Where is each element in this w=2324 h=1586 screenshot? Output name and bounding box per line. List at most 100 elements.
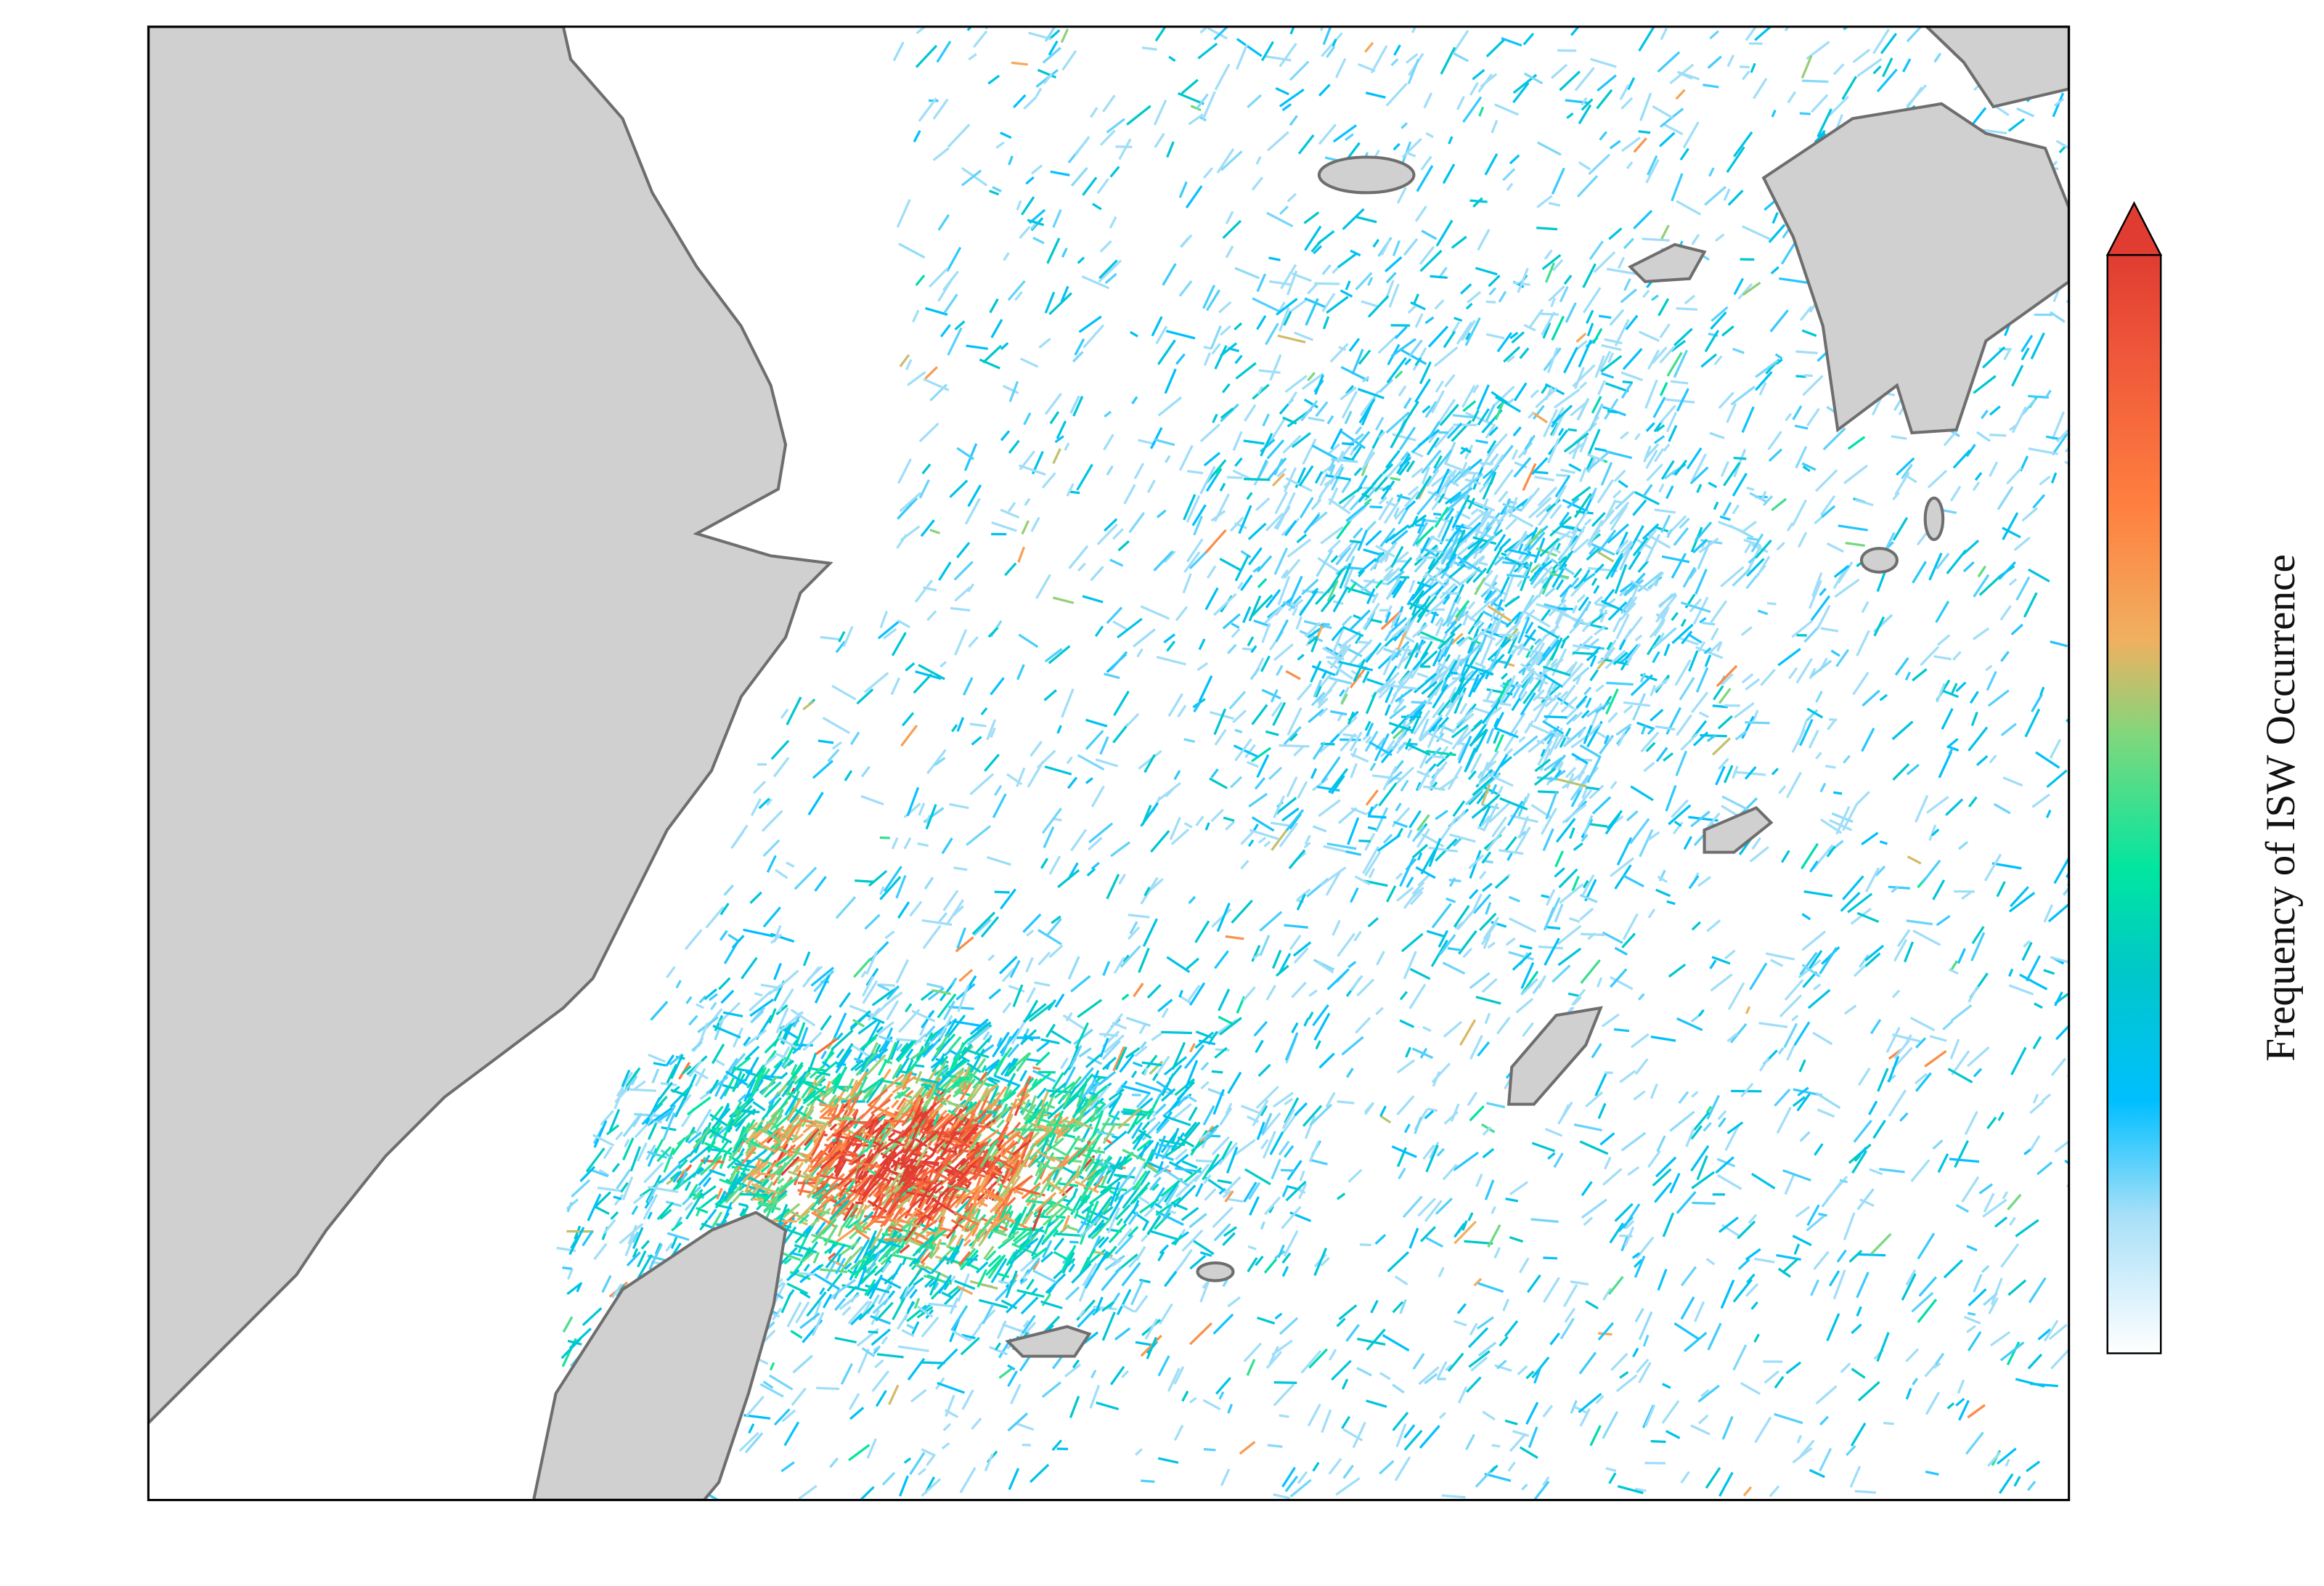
isw-streak: [1708, 481, 1718, 489]
isw-streak: [1375, 645, 1385, 656]
isw-streak: [992, 1031, 1010, 1058]
isw-streak: [1136, 1139, 1152, 1152]
isw-streak: [1885, 1027, 1901, 1053]
isw-streak: [1310, 691, 1326, 707]
isw-streak: [844, 770, 853, 781]
isw-streak: [1574, 67, 1595, 92]
isw-streak: [1857, 1068, 1871, 1086]
isw-streak: [1393, 507, 1400, 518]
isw-streak: [1701, 621, 1716, 626]
isw-streak: [1150, 427, 1163, 450]
isw-streak: [1469, 972, 1491, 990]
isw-streak: [1321, 1409, 1332, 1434]
isw-streak: [1032, 1066, 1041, 1070]
isw-streak: [1261, 688, 1281, 700]
isw-streak: [1581, 709, 1590, 719]
isw-streak: [566, 1268, 574, 1280]
isw-streak: [1102, 1205, 1114, 1216]
isw-streak: [1181, 78, 1199, 95]
isw-streak: [1303, 211, 1320, 224]
isw-streak: [1131, 1210, 1150, 1224]
isw-streak: [2007, 118, 2026, 132]
isw-streak: [1374, 1234, 1387, 1245]
isw-streak: [1045, 1273, 1067, 1294]
isw-streak: [1444, 620, 1458, 635]
isw-streak: [1477, 1341, 1497, 1357]
isw-streak: [1277, 334, 1306, 343]
isw-streak: [995, 141, 1005, 149]
isw-streak: [1827, 718, 1837, 731]
isw-streak: [1593, 595, 1604, 605]
isw-streak: [1058, 1164, 1085, 1180]
isw-streak: [1570, 787, 1583, 808]
isw-streak: [1493, 731, 1500, 744]
isw-streak: [1662, 122, 1684, 136]
isw-streak: [1472, 893, 1483, 911]
isw-streak: [1483, 587, 1499, 604]
isw-streak: [1243, 439, 1265, 445]
isw-streak: [1122, 954, 1130, 963]
isw-streak: [1332, 625, 1346, 654]
isw-streak: [1385, 665, 1398, 683]
isw-streak: [1905, 1269, 1917, 1286]
isw-streak: [1554, 867, 1565, 878]
isw-streak: [990, 1258, 1008, 1284]
isw-streak: [1134, 1106, 1155, 1126]
isw-streak: [1477, 73, 1493, 93]
isw-streak: [1715, 233, 1725, 242]
isw-streak: [1469, 1322, 1478, 1336]
isw-streak: [1109, 216, 1117, 229]
isw-streak: [1347, 1168, 1363, 1183]
isw-streak: [1533, 404, 1545, 420]
isw-streak: [1312, 825, 1327, 833]
isw-streak: [1507, 1461, 1516, 1472]
isw-streak: [1379, 527, 1396, 548]
isw-streak: [1318, 84, 1331, 97]
isw-streak: [1803, 890, 1833, 898]
isw-streak: [1279, 88, 1305, 107]
isw-streak: [1690, 691, 1709, 714]
isw-streak: [1406, 877, 1414, 888]
isw-streak: [956, 927, 966, 949]
isw-streak: [1752, 78, 1768, 99]
isw-streak: [1807, 988, 1831, 1009]
isw-streak: [593, 1191, 611, 1209]
isw-streak: [780, 1461, 795, 1473]
isw-streak: [716, 1187, 723, 1200]
isw-streak: [1749, 962, 1768, 991]
isw-streak: [1399, 858, 1415, 887]
isw-streak: [1830, 649, 1840, 657]
isw-streak: [1069, 1240, 1079, 1244]
isw-streak: [1234, 267, 1260, 280]
isw-streak: [1061, 248, 1068, 258]
isw-streak: [1106, 465, 1114, 476]
isw-streak: [1432, 702, 1446, 719]
isw-streak: [1525, 645, 1534, 659]
isw-streak: [1248, 792, 1268, 808]
isw-streak: [1143, 1206, 1155, 1218]
isw-streak: [1525, 621, 1534, 635]
isw-streak: [1597, 74, 1617, 92]
isw-streak: [1778, 785, 1787, 794]
isw-streak: [2000, 1243, 2020, 1268]
isw-streak: [1369, 505, 1383, 509]
isw-streak: [1646, 463, 1663, 482]
isw-streak: [1502, 574, 1515, 603]
isw-streak: [1483, 582, 1509, 596]
isw-streak: [881, 1335, 889, 1345]
isw-streak: [1552, 259, 1564, 272]
isw-streak: [906, 1304, 927, 1322]
isw-streak: [1826, 1313, 1840, 1341]
isw-streak: [1614, 864, 1632, 890]
isw-streak: [1902, 58, 1912, 73]
isw-streak: [1419, 361, 1432, 385]
isw-streak: [1808, 580, 1822, 609]
isw-streak: [1112, 723, 1129, 744]
isw-streak: [1439, 745, 1449, 757]
isw-streak: [1456, 636, 1465, 645]
isw-streak: [1797, 532, 1808, 548]
isw-streak: [1334, 57, 1347, 78]
isw-streak: [1752, 709, 1759, 722]
isw-streak: [927, 987, 945, 1001]
isw-streak: [1393, 698, 1405, 714]
